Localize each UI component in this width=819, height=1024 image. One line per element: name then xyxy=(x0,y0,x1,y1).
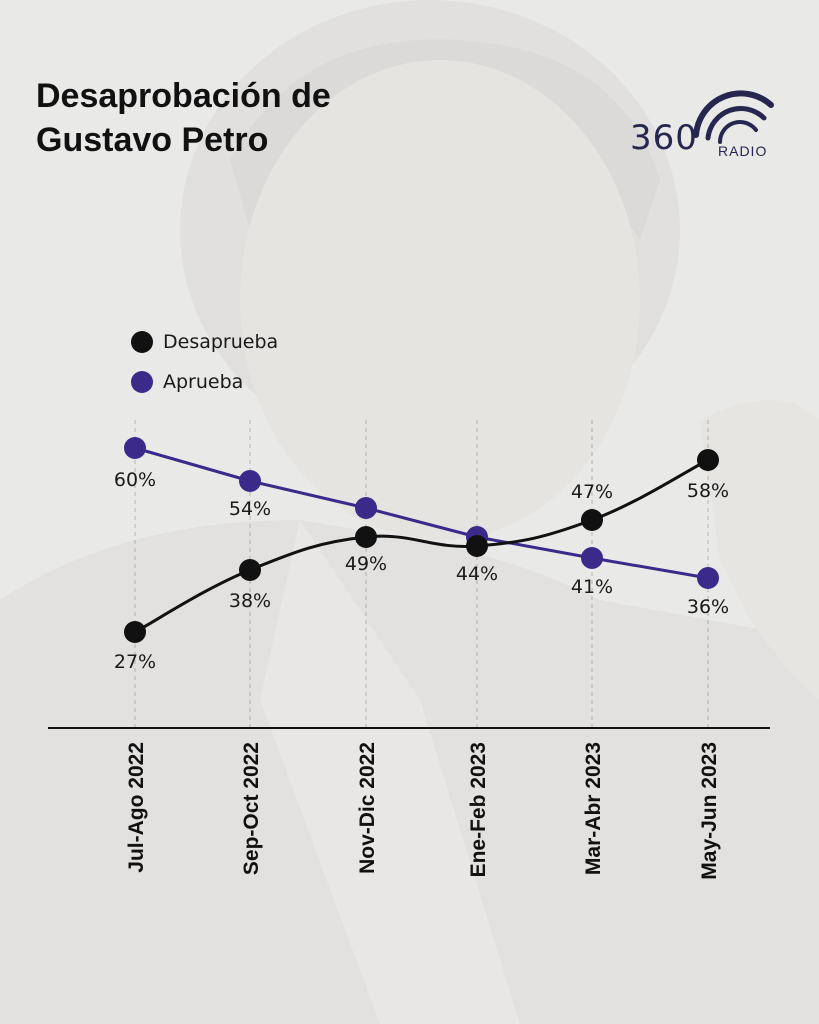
chart-title: Desaprobación de Gustavo Petro xyxy=(36,74,331,162)
series-line-desaprueba xyxy=(134,458,709,634)
x-tick-label-0: Jul-Ago 2022 xyxy=(125,742,148,873)
point-desaprueba-4 xyxy=(581,509,603,531)
title-line-2: Gustavo Petro xyxy=(36,121,269,159)
legend: Desaprueba Aprueba xyxy=(131,322,278,402)
legend-item-aprueba: Aprueba xyxy=(131,362,278,402)
data-label-desaprueba-1: 38% xyxy=(229,590,271,612)
point-aprueba-0 xyxy=(124,437,146,459)
legend-label-desaprueba: Desaprueba xyxy=(163,331,279,353)
x-tick-label-4: Mar-Abr 2023 xyxy=(582,742,605,875)
x-tick-label-1: Sep-Oct 2022 xyxy=(240,742,263,875)
point-desaprueba-5 xyxy=(697,449,719,471)
logo-number: 360 xyxy=(630,118,698,158)
point-desaprueba-3 xyxy=(466,535,488,557)
data-label-desaprueba-2: 49% xyxy=(345,553,387,575)
point-aprueba-2 xyxy=(355,497,377,519)
point-aprueba-4 xyxy=(581,547,603,569)
logo-word: RADIO xyxy=(718,143,768,159)
data-label-aprueba-4: 41% xyxy=(571,576,613,598)
data-label-aprueba-1: 54% xyxy=(229,498,271,520)
point-desaprueba-0 xyxy=(124,621,146,643)
series-line-aprueba xyxy=(134,446,709,580)
point-aprueba-1 xyxy=(239,470,261,492)
brand-logo: 360 RADIO xyxy=(626,80,786,162)
title-line-1: Desaprobación de xyxy=(36,77,331,115)
legend-label-aprueba: Aprueba xyxy=(163,371,244,393)
legend-dot-desaprueba xyxy=(131,331,153,353)
data-label-desaprueba-3: 44% xyxy=(456,563,498,585)
x-tick-label-3: Ene-Feb 2023 xyxy=(467,742,490,877)
x-tick-label-5: May-Jun 2023 xyxy=(698,742,721,880)
point-desaprueba-1 xyxy=(239,559,261,581)
x-tick-label-2: Nov-Dic 2022 xyxy=(356,742,379,874)
legend-item-desaprueba: Desaprueba xyxy=(131,322,278,362)
data-label-aprueba-0: 60% xyxy=(114,469,156,491)
data-label-desaprueba-4: 47% xyxy=(571,481,613,503)
data-label-desaprueba-0: 27% xyxy=(114,651,156,673)
data-label-aprueba-5: 36% xyxy=(687,596,729,618)
point-aprueba-5 xyxy=(697,567,719,589)
data-label-desaprueba-5: 58% xyxy=(687,480,729,502)
point-desaprueba-2 xyxy=(355,526,377,548)
signal-waves-icon xyxy=(693,90,774,144)
legend-dot-aprueba xyxy=(131,371,153,393)
